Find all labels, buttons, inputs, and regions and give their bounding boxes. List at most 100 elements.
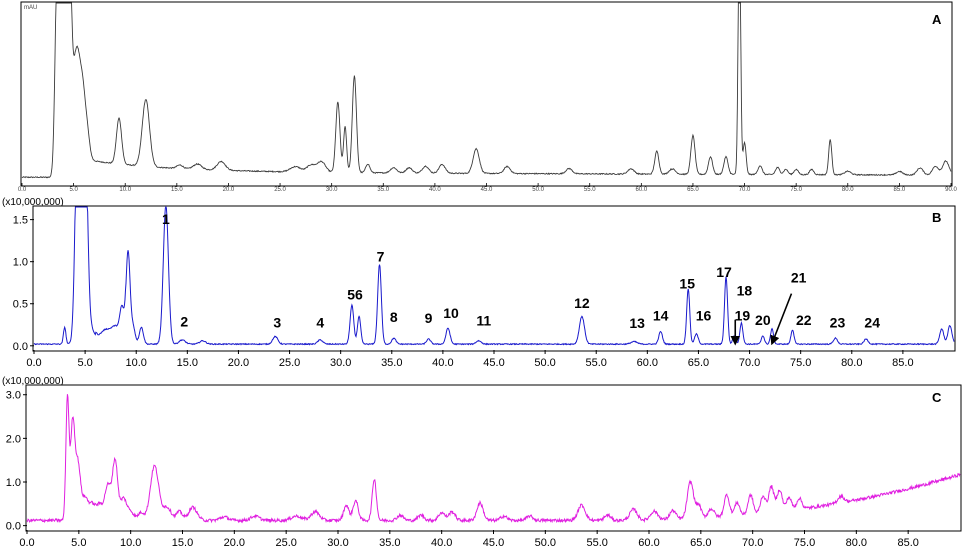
x-tick-label: 70.0 [739,187,751,193]
panel-b-trace [33,205,955,346]
peak-label: 24 [864,314,880,330]
panel-a-x-ticks: 0.0 5.0 10.0 15.0 20.0 25.0 30.0 35.0 40.0 45.0 50… [18,183,957,193]
peak-label: 20 [755,312,771,328]
x-tick-label: 35.0 [381,357,402,369]
x-tick-label: 50.0 [532,187,544,193]
peak-label: 13 [629,315,645,331]
peak-label: 17 [716,264,732,280]
x-tick-label: 45.0 [481,187,493,193]
x-tick-label: 50.0 [535,537,556,549]
peak-label: 9 [425,310,433,326]
x-tick-label: 65.0 [687,187,699,193]
x-tick-label: 70.0 [742,537,763,549]
peak-label: 2 [180,313,188,329]
peak-label: 1 [162,211,170,227]
x-tick-label: 35.0 [379,537,400,549]
x-tick-label: 80.0 [842,187,854,193]
peak-label: 4 [316,314,324,330]
y-tick-label: 0.0 [6,521,21,533]
x-tick-label: 30.0 [327,537,348,549]
peak-label: 23 [830,314,846,330]
panel-a-chart: mAU A 0.0 5.0 10.0 15.0 20.0 25.0 30.0 35.0 40.0… [18,1,957,193]
panel-b-letter: B [932,210,941,225]
x-tick-label: 10.0 [120,537,141,549]
peak-label: 18 [737,282,753,298]
y-tick-label: 1.0 [6,477,21,489]
x-tick-label: 75.0 [790,357,811,369]
peak-arrow [770,293,793,346]
panel-b-scale-label: (x10,000,000) [2,197,64,208]
panel-c-letter: C [932,390,942,405]
panel-b-chart: (x10,000,000) B 0.0 5.0 10.0 15.0 20.0 25.0 30… [2,197,956,369]
x-tick-label: 20.0 [228,357,249,369]
x-tick-label: 20.0 [223,187,235,193]
y-tick-label: 0.0 [13,341,28,353]
x-tick-label: 0.0 [18,187,27,193]
x-tick-label: 25.0 [274,187,286,193]
peak-label: 7 [377,249,385,265]
x-tick-label: 75.0 [794,537,815,549]
x-tick-label: 50.0 [534,357,555,369]
panel-c-trace [26,394,961,524]
x-tick-label: 55.0 [584,187,596,193]
x-tick-label: 35.0 [377,187,389,193]
x-tick-label: 45.0 [483,357,504,369]
peak-label: 8 [390,309,398,325]
x-tick-label: 80.0 [841,357,862,369]
x-tick-label: 55.0 [586,357,607,369]
x-tick-label: 10.0 [119,187,131,193]
peak-label: 22 [796,312,812,328]
peak-label: 15 [679,276,695,292]
panel-a-trace [21,2,952,179]
x-tick-label: 40.0 [432,357,453,369]
x-tick-label: 60.0 [635,187,647,193]
panel-c-axes: 0.0 5.0 10.0 15.0 20.0 25.0 30.0 35.0 40.0 45.0 50… [6,390,919,549]
panel-c-scale-label: (x10,000,000) [2,376,64,387]
y-tick-label: 1.5 [13,215,28,227]
panel-c-frame [25,384,962,532]
x-tick-label: 75.0 [790,187,802,193]
x-tick-label: 15.0 [177,357,198,369]
x-tick-label: 20.0 [224,537,245,549]
peak-label: 56 [347,287,363,303]
y-tick-label: 0.5 [13,299,28,311]
x-tick-label: 30.0 [330,357,351,369]
x-tick-label: 80.0 [846,537,867,549]
x-tick-label: 15.0 [171,187,183,193]
y-tick-label: 3.0 [6,390,21,402]
y-tick-label: 2.0 [6,433,21,445]
peak-label: 10 [443,305,459,321]
x-tick-label: 90.0 [945,187,957,193]
peak-label: 21 [791,270,807,286]
panel-a-letter: A [932,12,942,27]
peak-label: 11 [476,313,491,329]
x-tick-label: 85.0 [897,537,918,549]
peak-label: 19 [735,308,751,324]
panel-a-frame [20,1,953,187]
peak-label: 12 [574,295,590,311]
x-tick-label: 85.0 [892,357,913,369]
peak-label: 16 [696,308,712,324]
y-tick-label: 1.0 [13,257,28,269]
x-tick-label: 60.0 [637,357,658,369]
x-tick-label: 0.0 [26,357,41,369]
peak-label: 14 [653,308,669,324]
panel-a-header-left: mAU [24,5,37,11]
x-tick-label: 65.0 [688,357,709,369]
x-tick-label: 25.0 [279,357,300,369]
x-tick-label: 40.0 [431,537,452,549]
x-tick-label: 5.0 [71,537,86,549]
peak-label: 3 [273,314,281,330]
x-tick-label: 5.0 [69,187,78,193]
x-tick-label: 45.0 [483,537,504,549]
x-tick-label: 5.0 [77,357,92,369]
panel-b-axes: 0.0 5.0 10.0 15.0 20.0 25.0 30.0 35.0 40.0 45.0 50… [13,215,914,369]
x-tick-label: 30.0 [326,187,338,193]
x-tick-label: 55.0 [586,537,607,549]
x-tick-label: 10.0 [126,357,147,369]
x-tick-label: 65.0 [690,537,711,549]
panel-b-frame [32,205,956,352]
x-tick-label: 25.0 [275,537,296,549]
